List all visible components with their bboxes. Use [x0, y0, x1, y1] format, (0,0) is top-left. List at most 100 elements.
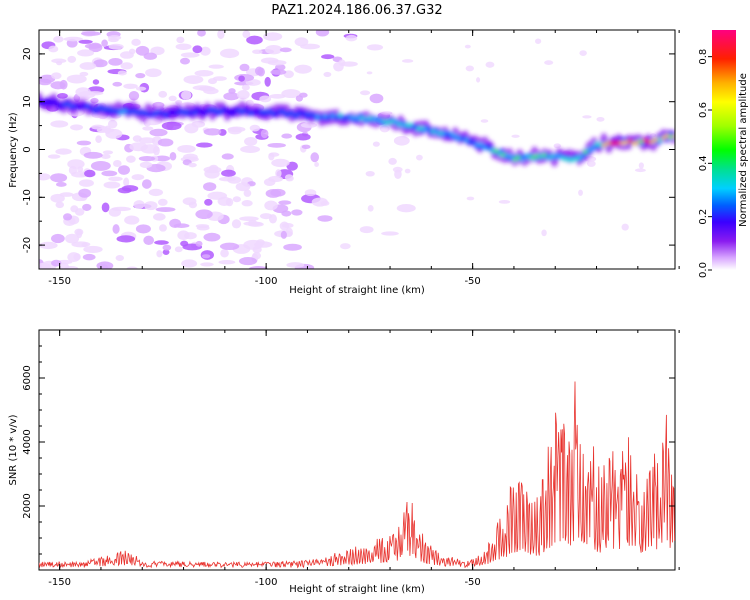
noise-blob	[70, 124, 83, 131]
ridge-core	[118, 110, 123, 115]
noise-blob	[393, 136, 410, 146]
noise-blob	[259, 95, 272, 103]
ridge-core	[267, 109, 272, 114]
noise-blob	[338, 59, 346, 66]
snr-ticks: -150 -100 -50 2000 4000 6000	[22, 329, 680, 588]
noise-blob	[238, 75, 245, 82]
noise-blob	[144, 201, 158, 211]
ridge-core	[583, 150, 588, 154]
ridge-core	[81, 104, 86, 109]
ridge-core	[434, 130, 439, 135]
noise-blob	[221, 153, 234, 160]
noise-blob	[204, 198, 213, 206]
noise-blob	[284, 174, 294, 181]
noise-blob	[219, 242, 240, 251]
ridge-core	[415, 126, 421, 131]
snr-panel: -150 -100 -50 2000 4000 6000 Height of straig…	[8, 329, 680, 595]
ridge-core	[512, 157, 517, 162]
ridge-core	[70, 103, 75, 108]
noise-blob	[77, 49, 94, 57]
ridge-core	[204, 108, 209, 112]
noise-blob	[153, 213, 166, 221]
noise-blob	[278, 200, 292, 205]
ridge-core	[638, 139, 644, 144]
ridge-core	[59, 102, 64, 107]
noise-blob	[143, 52, 158, 60]
noise-blob	[596, 116, 605, 122]
noise-blob	[241, 84, 250, 91]
noise-blob	[553, 143, 561, 149]
noise-blob	[314, 162, 319, 168]
ridge-core	[337, 113, 343, 118]
noise-blob	[198, 86, 216, 92]
ridge-core	[259, 109, 265, 114]
ridge-core	[174, 111, 179, 116]
noise-blob	[133, 200, 145, 209]
colorbar-tick-label: 0.6	[698, 102, 709, 118]
ridge-core	[66, 103, 71, 107]
noise-blob	[269, 93, 286, 99]
ridge-core	[594, 142, 599, 147]
noise-blob	[201, 254, 211, 259]
colorbar-gradient	[712, 30, 736, 270]
ridge-core	[382, 119, 387, 124]
ridge-core	[304, 111, 309, 116]
noise-blob	[162, 244, 172, 251]
noise-blob	[55, 201, 65, 209]
ridge-core	[579, 154, 584, 159]
ridge-core	[460, 137, 465, 142]
noise-blob	[267, 142, 286, 148]
noise-blob	[108, 37, 119, 43]
noise-blob	[194, 70, 214, 77]
noise-blob	[195, 240, 203, 247]
ridge-core	[47, 102, 53, 106]
noise-blob	[39, 173, 51, 181]
ridge-core	[230, 108, 235, 112]
ridge-core	[181, 111, 187, 115]
noise-blob	[177, 144, 196, 153]
ridge-core	[237, 108, 242, 113]
noise-blob	[117, 70, 127, 76]
ridge-core	[129, 110, 135, 114]
noise-blob	[320, 200, 330, 206]
noise-blob	[139, 161, 153, 168]
noise-blob	[93, 59, 108, 68]
ridge-core	[664, 134, 670, 138]
ridge-core	[326, 115, 332, 119]
noise-blob	[264, 200, 278, 211]
noise-blob	[101, 170, 118, 177]
noise-blob	[81, 242, 88, 248]
ridge-core	[92, 107, 97, 112]
noise-blob	[83, 245, 103, 254]
ridge-core	[192, 111, 198, 115]
noise-blob	[260, 129, 269, 139]
noise-blob	[404, 168, 411, 174]
noise-blob	[108, 176, 123, 182]
noise-blob	[365, 170, 375, 177]
ridge-core	[319, 115, 324, 119]
noise-blob	[154, 240, 169, 245]
ridge-core	[531, 155, 536, 160]
noise-blob	[219, 48, 240, 59]
ridge-core	[542, 153, 547, 158]
snr-ytick-label: 6000	[22, 365, 33, 390]
noise-blob	[169, 218, 182, 228]
noise-blob	[123, 83, 138, 89]
ridge-core	[453, 134, 458, 138]
noise-blob	[180, 57, 190, 65]
noise-blob	[315, 30, 330, 37]
noise-blob	[621, 223, 629, 231]
ridge-core	[419, 126, 425, 131]
noise-blob	[416, 154, 423, 161]
ridge-core	[527, 155, 532, 159]
spectrogram-ridge	[39, 92, 675, 167]
ridge-core	[356, 116, 361, 121]
noise-blob	[579, 50, 587, 57]
ridge-core	[282, 110, 287, 115]
noise-blob	[65, 233, 80, 244]
noise-blob	[235, 182, 251, 192]
colorbar-tick-label: 0.0	[698, 262, 709, 278]
ridge-core	[497, 152, 503, 156]
noise-blob	[70, 205, 79, 213]
noise-blob	[268, 214, 277, 224]
